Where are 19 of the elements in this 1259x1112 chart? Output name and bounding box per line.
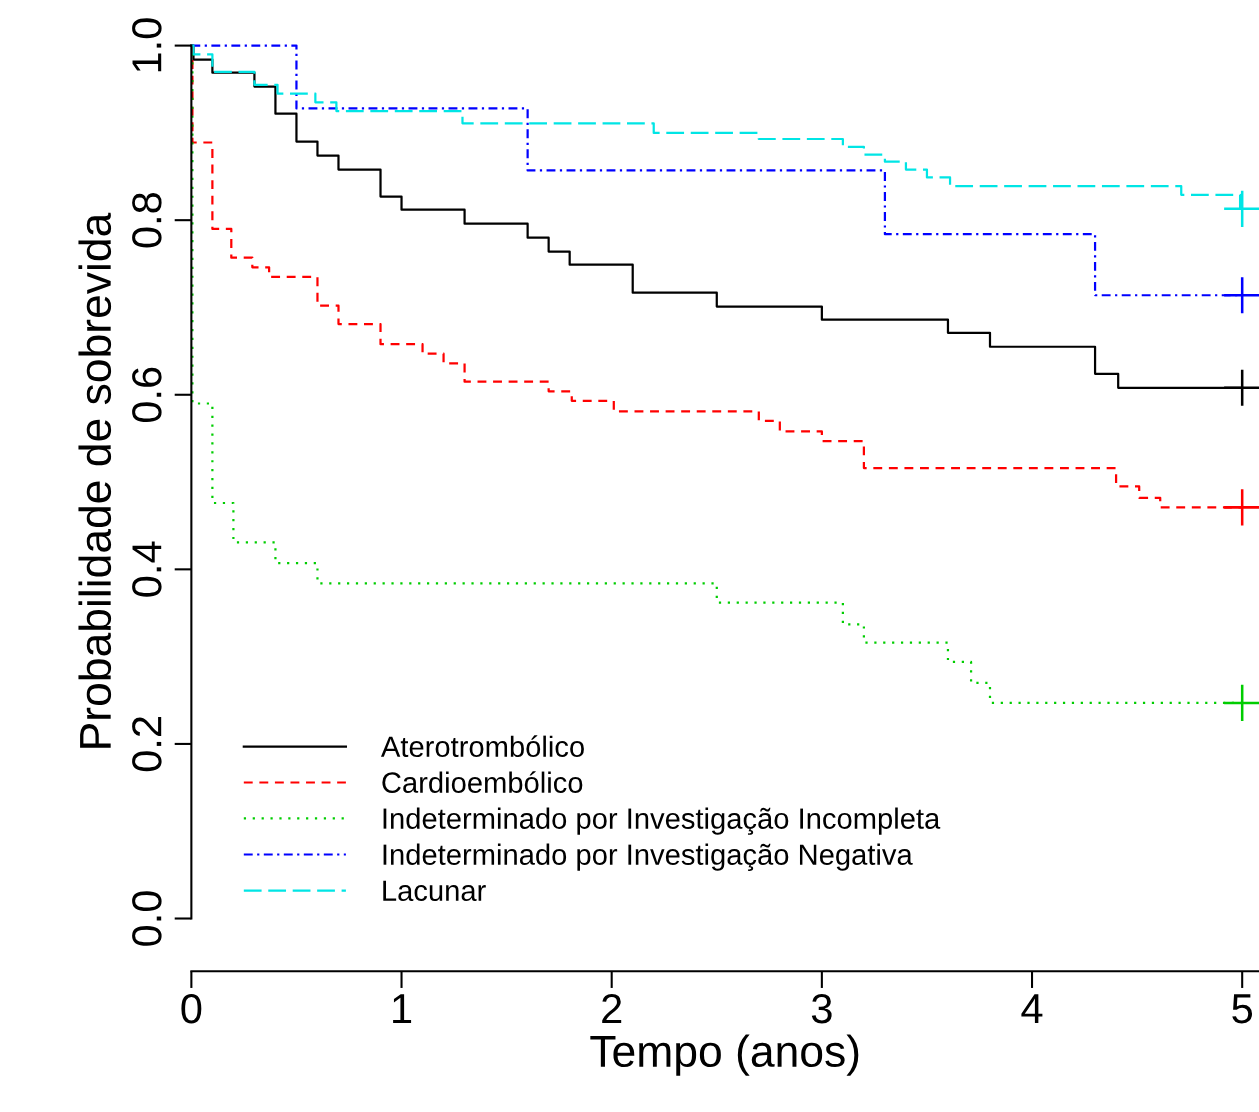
x-tick-label: 5: [1232, 994, 1253, 1024]
x-tick-label: 4: [1021, 994, 1043, 1024]
legend-label: Cardioembólico: [382, 771, 583, 793]
legend-label: Indeterminado por Investigação Incompleta: [383, 807, 941, 835]
x-tick-label: 3: [811, 993, 832, 1024]
x-tick-label: 1: [393, 994, 412, 1024]
y-tick-label: 0.6: [132, 367, 162, 423]
x-tick-label: 2: [602, 993, 622, 1024]
y-tick-label: 0.8: [132, 193, 162, 248]
legend-label: Lacunar: [383, 880, 486, 902]
legend-label: Indeterminado por Investigação Negativa: [383, 843, 913, 871]
y-tick-label: 0.0: [132, 891, 162, 946]
legend-label: Aterotrombólico: [380, 735, 584, 758]
y-tick-label: 0.4: [132, 541, 162, 597]
x-tick-label: 0: [181, 993, 202, 1024]
x-axis-title: Tempo (anos): [590, 1034, 859, 1076]
y-tick-label: 1.0: [132, 18, 162, 72]
y-axis-title: Probabilidade de sobrevida: [78, 212, 112, 748]
y-tick-label: 0.2: [132, 717, 162, 772]
